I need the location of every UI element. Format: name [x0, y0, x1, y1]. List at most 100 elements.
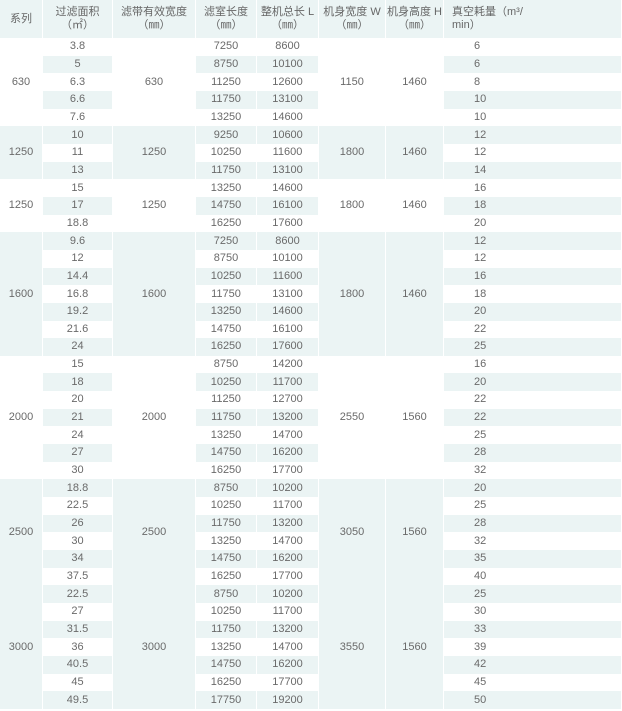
body-height-cell: 1560: [386, 479, 444, 586]
belt-width-cell: 2500: [113, 479, 196, 586]
vacuum-cell: 28: [444, 514, 622, 533]
area-cell: 10: [43, 126, 113, 144]
total-length-cell: 10100: [257, 249, 319, 268]
vacuum-cell: 40: [444, 567, 622, 586]
header-total-length: 整机总长 L （㎜）: [257, 0, 319, 38]
area-cell: 3.8: [43, 38, 113, 56]
table-row: 3000 22.5 3000 8750 10200 3550 1560 25: [0, 585, 622, 709]
body-width-cell: 1800: [319, 179, 386, 233]
total-length-cell: 17700: [257, 461, 319, 480]
chamber-length-cell: 7250: [196, 232, 257, 250]
table-row: 12 8750 10100 12: [0, 249, 622, 268]
chamber-length-cell: 10250: [196, 497, 257, 515]
chamber-length-cell: 8750: [196, 585, 257, 603]
total-length-cell: 16100: [257, 196, 319, 215]
total-length-cell: 11600: [257, 267, 319, 286]
table-row: 31.5 11750 13200 33: [0, 620, 622, 639]
table-row: 18 10250 11700 20: [0, 373, 622, 392]
chamber-length-cell: 11750: [196, 90, 257, 109]
chamber-length-cell: 11250: [196, 73, 257, 91]
vacuum-cell: 6: [444, 38, 622, 56]
area-cell: 22.5: [43, 585, 113, 603]
area-cell: 36: [43, 638, 113, 656]
area-cell: 27: [43, 444, 113, 462]
total-length-cell: 13200: [257, 620, 319, 639]
table-row: 30 13250 14700 32: [0, 532, 622, 551]
area-cell: 5: [43, 55, 113, 74]
table-row: 18.8 16250 17600 20: [0, 214, 622, 233]
table-row: 26 11750 13200 28: [0, 514, 622, 533]
total-length-cell: 14200: [257, 355, 319, 374]
vacuum-cell: 8: [444, 73, 622, 91]
area-cell: 24: [43, 338, 113, 356]
total-length-cell: 14700: [257, 532, 319, 551]
series-cell: 1250: [0, 126, 43, 180]
chamber-length-cell: 13250: [196, 638, 257, 656]
series-cell: 2500: [0, 479, 43, 586]
table-row: 630 3.8 630 7250 8600 1150 1460 6: [0, 38, 622, 127]
vacuum-cell: 35: [444, 550, 622, 568]
chamber-length-cell: 11750: [196, 514, 257, 533]
table-row: 14.4 10250 11600 16: [0, 267, 622, 286]
chamber-length-cell: 7250: [196, 38, 257, 56]
body-width-cell: 1800: [319, 126, 386, 180]
total-length-cell: 16200: [257, 550, 319, 568]
header-belt-width: 滤带有效宽度 （㎜）: [113, 0, 196, 38]
series-cell: 3000: [0, 585, 43, 709]
belt-width-cell: 1250: [113, 179, 196, 233]
area-cell: 30: [43, 532, 113, 551]
series-cell: 1250: [0, 179, 43, 233]
vacuum-cell: 14: [444, 161, 622, 180]
chamber-length-cell: 16250: [196, 567, 257, 586]
total-length-cell: 13200: [257, 408, 319, 427]
area-cell: 37.5: [43, 567, 113, 586]
chamber-length-cell: 8750: [196, 55, 257, 74]
table-row: 6.3 11250 12600 8: [0, 73, 622, 91]
total-length-cell: 13200: [257, 514, 319, 533]
area-cell: 24: [43, 426, 113, 445]
table-row: 27 10250 11700 30: [0, 603, 622, 621]
vacuum-cell: 33: [444, 620, 622, 639]
belt-width-cell: 3000: [113, 585, 196, 709]
table-row: 1250 15 1250 13250 14600 1800 1460 16: [0, 179, 622, 233]
vacuum-cell: 45: [444, 673, 622, 692]
body-height-cell: 1560: [386, 355, 444, 480]
table-row: 24 13250 14700 25: [0, 426, 622, 445]
table-row: 30 16250 17700 32: [0, 461, 622, 480]
area-cell: 11: [43, 143, 113, 162]
header-body-width: 机身宽度 W （㎜）: [319, 0, 386, 38]
header-vacuum: 真空耗量（m³/ min）: [444, 0, 622, 38]
series-cell: 2000: [0, 355, 43, 480]
total-length-cell: 17700: [257, 567, 319, 586]
vacuum-cell: 22: [444, 320, 622, 339]
area-cell: 40.5: [43, 655, 113, 674]
series-cell: 630: [0, 38, 43, 127]
table-row: 17 14750 16100 18: [0, 196, 622, 215]
area-cell: 31.5: [43, 620, 113, 639]
total-length-cell: 16100: [257, 320, 319, 339]
vacuum-cell: 12: [444, 126, 622, 144]
body-width-cell: 1800: [319, 232, 386, 356]
vacuum-cell: 28: [444, 444, 622, 462]
area-cell: 6.3: [43, 73, 113, 91]
chamber-length-cell: 10250: [196, 143, 257, 162]
total-length-cell: 8600: [257, 38, 319, 56]
table-row: 6.6 11750 13100 10: [0, 90, 622, 109]
chamber-length-cell: 11750: [196, 620, 257, 639]
area-cell: 20: [43, 391, 113, 409]
total-length-cell: 13100: [257, 161, 319, 180]
total-length-cell: 11600: [257, 143, 319, 162]
total-length-cell: 16200: [257, 655, 319, 674]
area-cell: 15: [43, 179, 113, 197]
vacuum-cell: 16: [444, 179, 622, 197]
vacuum-cell: 18: [444, 285, 622, 303]
chamber-length-cell: 13250: [196, 302, 257, 321]
chamber-length-cell: 13250: [196, 179, 257, 197]
area-cell: 13: [43, 161, 113, 180]
vacuum-cell: 12: [444, 143, 622, 162]
vacuum-cell: 32: [444, 461, 622, 480]
area-cell: 9.6: [43, 232, 113, 250]
total-length-cell: 17600: [257, 214, 319, 233]
vacuum-cell: 10: [444, 108, 622, 127]
